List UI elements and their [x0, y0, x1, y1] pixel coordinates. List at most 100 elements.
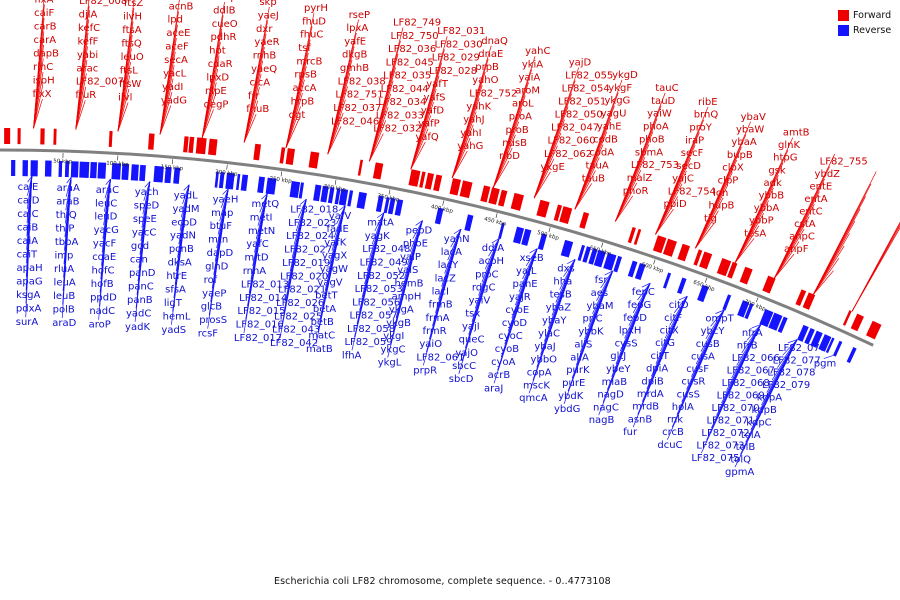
forward-gene-label[interactable]: yaeQ — [251, 64, 277, 75]
forward-gene-label[interactable]: yafD — [421, 106, 445, 117]
reverse-gene-label[interactable]: LF82_048 — [362, 244, 410, 255]
forward-gene-label[interactable]: yaiW — [647, 109, 672, 120]
reverse-gene-label[interactable]: LF82_043 — [272, 325, 320, 336]
forward-gene-label[interactable]: LF82_044 — [381, 84, 429, 95]
reverse-gene-label[interactable]: nagC — [593, 402, 619, 413]
reverse-gene-label[interactable]: aroP — [89, 320, 111, 331]
reverse-gene-label[interactable]: LF82_014 — [239, 293, 287, 304]
forward-gene-label[interactable]: codB — [593, 135, 618, 146]
reverse-gene-label[interactable]: prosS — [199, 315, 227, 326]
reverse-gene-label[interactable]: yadK — [125, 322, 150, 333]
reverse-gene-label[interactable]: metN — [248, 226, 275, 237]
forward-gene-label[interactable]: proY — [689, 122, 712, 133]
reverse-gene-label[interactable]: cyoC — [498, 331, 523, 342]
forward-gene-label[interactable]: ybaA — [731, 137, 756, 148]
reverse-gene-label[interactable]: yadC — [126, 308, 151, 319]
forward-gene-label[interactable]: tauC — [655, 83, 678, 94]
reverse-gene-label[interactable]: nfrA — [742, 328, 763, 339]
reverse-gene-label[interactable]: yaiO — [419, 339, 442, 350]
reverse-gene-label[interactable]: pdxA — [16, 304, 42, 315]
forward-gene-label[interactable]: LF82_008 — [79, 0, 127, 7]
forward-gene-label[interactable]: LF82_062 — [544, 149, 592, 160]
forward-gene-label[interactable]: ybaV — [741, 112, 766, 123]
reverse-gene-label[interactable]: yagW — [320, 264, 348, 275]
forward-gene-label[interactable]: LF82_047 — [551, 123, 599, 134]
reverse-gene-label[interactable]: pcnB — [169, 244, 194, 255]
forward-gene-label[interactable]: malZ — [627, 173, 653, 184]
forward-gene-label[interactable]: ybbB — [759, 191, 785, 202]
forward-gene-label[interactable]: ribD — [499, 151, 520, 162]
forward-gene-label[interactable]: arac — [76, 63, 98, 74]
forward-gene-label[interactable]: yahE — [597, 122, 622, 133]
forward-gene-label[interactable]: yabi — [77, 50, 98, 61]
reverse-gene-label[interactable]: mscK — [523, 380, 550, 391]
reverse-gene-label[interactable]: ampH — [392, 291, 422, 302]
reverse-gene-label[interactable]: lacA — [441, 247, 462, 258]
forward-gene-label[interactable]: clcA — [249, 77, 270, 88]
reverse-gene-label[interactable]: LF82_056 — [352, 297, 400, 308]
forward-gene-label[interactable]: skp — [259, 0, 276, 8]
forward-gene-label[interactable]: LF82_754 — [668, 186, 716, 197]
forward-gene-label[interactable]: dapB — [33, 48, 59, 59]
forward-gene-label[interactable]: ykgD — [612, 70, 638, 81]
reverse-gene-label[interactable]: cusS — [677, 389, 700, 400]
forward-gene-label[interactable]: caiF — [34, 8, 54, 19]
reverse-gene-label[interactable]: kdpC — [746, 417, 771, 428]
forward-gene-label[interactable]: yadI — [162, 82, 183, 93]
forward-gene-label[interactable]: LF82_035 — [383, 71, 431, 82]
reverse-gene-label[interactable]: prpR — [413, 365, 437, 376]
forward-gene-label[interactable]: LF82_050 — [555, 110, 603, 121]
forward-gene-label[interactable]: pyrH — [304, 3, 328, 14]
reverse-gene-label[interactable]: citF — [664, 313, 682, 324]
forward-gene-label[interactable]: LF82_038 — [338, 76, 386, 87]
reverse-gene-label[interactable]: LF82_019 — [282, 258, 330, 269]
reverse-gene-label[interactable]: panB — [127, 295, 153, 306]
forward-gene-label[interactable]: rnhB — [253, 51, 277, 62]
reverse-gene-label[interactable]: betT — [315, 291, 338, 302]
forward-gene-label[interactable]: secF — [681, 148, 704, 159]
reverse-gene-label[interactable]: ykgL — [378, 358, 402, 369]
reverse-gene-label[interactable]: sbcD — [449, 374, 474, 385]
reverse-gene-label[interactable]: queC — [459, 335, 485, 346]
forward-gene-label[interactable]: LF82_034 — [378, 97, 426, 108]
reverse-gene-label[interactable]: asnB — [628, 414, 653, 425]
reverse-gene-label[interactable]: ykgC — [380, 344, 405, 355]
forward-gene-label[interactable]: lpd — [167, 15, 182, 26]
forward-gene-label[interactable]: yafQ — [415, 132, 439, 143]
reverse-gene-label[interactable]: LF82_053 — [355, 284, 403, 295]
forward-gene-label[interactable]: ribE — [698, 97, 718, 108]
reverse-gene-label[interactable]: ybeY — [606, 364, 631, 375]
reverse-gene-label[interactable]: araD — [52, 318, 76, 329]
forward-gene-label[interactable]: fhuB — [246, 104, 269, 115]
reverse-gene-label[interactable]: copA — [527, 367, 552, 378]
forward-gene-label[interactable]: carB — [34, 21, 57, 32]
reverse-gene-label[interactable]: LF82_049 — [360, 258, 408, 269]
forward-gene-label[interactable]: cdaR — [208, 59, 233, 70]
forward-gene-label[interactable]: hupB — [709, 201, 735, 212]
forward-gene-label[interactable]: cueO — [212, 19, 238, 30]
reverse-gene-label[interactable]: LF82_068 — [722, 378, 770, 389]
reverse-gene-label[interactable]: matB — [306, 344, 333, 355]
forward-gene-label[interactable]: yahI — [460, 128, 481, 139]
reverse-gene-label[interactable]: nagB — [589, 415, 615, 426]
reverse-gene-label[interactable]: LF82_066 — [732, 353, 780, 364]
forward-gene-label[interactable]: yajC — [672, 174, 694, 185]
reverse-gene-label[interactable]: miaB — [602, 377, 628, 388]
reverse-gene-label[interactable]: LF82_076 — [778, 343, 826, 354]
forward-gene-label[interactable]: leuO — [121, 52, 144, 63]
forward-gene-label[interactable]: htpG — [773, 153, 797, 164]
forward-gene-label[interactable]: lpxA — [346, 23, 368, 34]
reverse-gene-label[interactable]: gpmA — [725, 467, 754, 478]
reverse-gene-label[interactable]: LF82_071 — [706, 416, 754, 427]
forward-gene-label[interactable]: mrcB — [296, 56, 322, 67]
reverse-gene-label[interactable]: dpiB — [641, 376, 663, 387]
forward-gene-label[interactable]: prpB — [475, 62, 499, 73]
forward-gene-label[interactable]: ykgE — [540, 162, 564, 173]
forward-gene-label[interactable]: dnaE — [478, 49, 503, 60]
reverse-gene-label[interactable]: LF82_077 — [773, 355, 821, 366]
forward-gene-label[interactable]: yahG — [457, 141, 483, 152]
forward-gene-label[interactable]: yafE — [344, 36, 366, 47]
forward-gene-label[interactable]: LF82_036 — [388, 44, 436, 55]
reverse-gene-label[interactable]: LF82_023 — [288, 218, 336, 229]
forward-gene-label[interactable]: ftsW — [119, 79, 141, 90]
